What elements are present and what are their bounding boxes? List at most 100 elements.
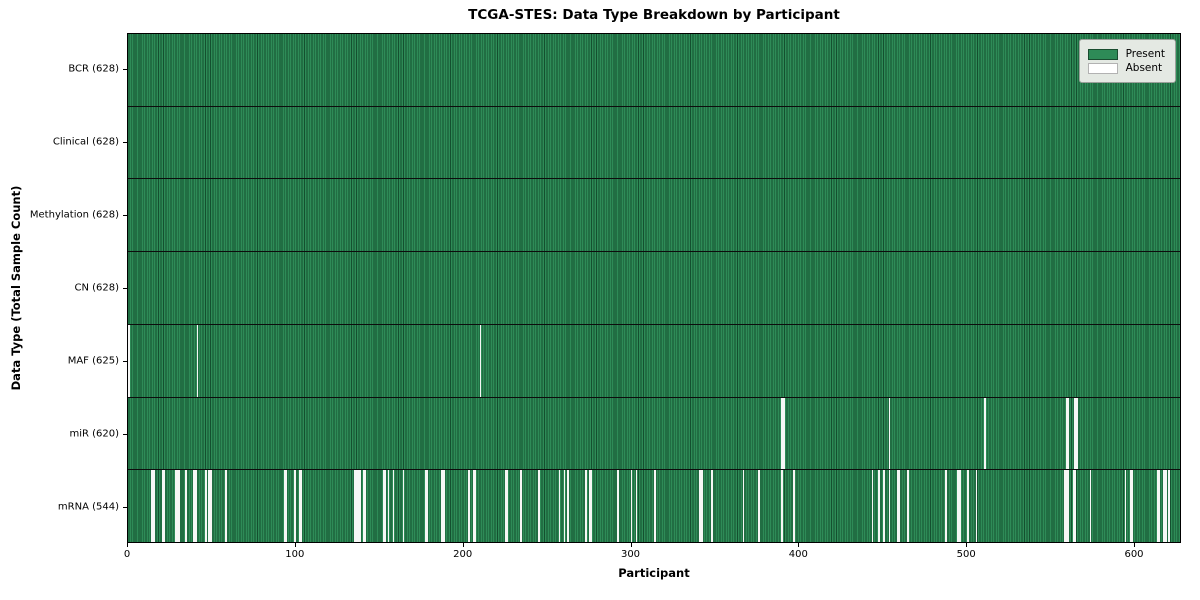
absent-stripe [1131, 470, 1134, 543]
absent-stripe [1163, 470, 1165, 543]
absent-stripe [506, 470, 509, 543]
absent-stripe [474, 470, 477, 543]
y-tick-mark [123, 215, 127, 217]
absent-stripe [975, 470, 978, 543]
absent-stripe [781, 397, 783, 470]
y-tick-label-bcr: BCR (628) [68, 63, 119, 75]
y-tick-label-clinical: Clinical (628) [52, 136, 119, 148]
absent-swatch-icon [1087, 62, 1118, 74]
x-tick-mark [127, 543, 128, 547]
x-tick-label: 300 [620, 549, 641, 560]
x-tick-label: 200 [453, 549, 473, 560]
absent-stripe [898, 470, 901, 543]
legend-present-label: Present [1125, 48, 1165, 60]
absent-stripe [1067, 397, 1070, 470]
legend-item-present: Present [1087, 48, 1165, 60]
y-tick-label-cn: CN (628) [74, 282, 119, 294]
absent-stripe [151, 470, 154, 543]
absent-stripe [566, 470, 569, 543]
legend-item-absent: Absent [1087, 62, 1165, 74]
absent-stripe [563, 470, 566, 543]
absent-stripe [193, 470, 195, 543]
absent-stripe [781, 470, 783, 543]
absent-stripe [700, 470, 703, 543]
absent-stripe [1072, 470, 1075, 543]
absent-stripe [357, 470, 360, 543]
present-swatch-icon [1087, 48, 1118, 60]
legend-absent-label: Absent [1125, 62, 1163, 74]
absent-stripe [402, 470, 405, 543]
absent-stripe [984, 397, 986, 470]
absent-stripe [888, 470, 891, 543]
absent-stripe [1164, 470, 1167, 543]
absent-stripe [504, 470, 507, 543]
y-tick-mark [123, 69, 127, 71]
absent-stripe [558, 470, 561, 543]
absent-stripe [1076, 397, 1078, 470]
y-tick-label-methylation: Methylation (628) [29, 209, 119, 221]
x-tick-label: 500 [956, 549, 976, 560]
absent-stripe [585, 470, 587, 543]
x-axis-label: Participant [618, 566, 690, 580]
absent-stripe [359, 470, 361, 543]
absent-stripe [757, 470, 760, 543]
absent-stripe [1129, 470, 1132, 543]
x-tick-label: 0 [123, 549, 131, 560]
absent-stripe [896, 470, 899, 543]
absent-stripe [699, 470, 701, 543]
absent-stripe [871, 470, 874, 543]
absent-stripe [1158, 470, 1160, 543]
absent-stripe [630, 470, 633, 543]
row-mir [128, 397, 1180, 471]
absent-stripe [519, 470, 522, 543]
y-tick-mark [123, 433, 127, 435]
absent-stripe [883, 470, 886, 543]
absent-stripe [742, 470, 745, 543]
row-methylation [128, 179, 1180, 253]
row-maf [128, 324, 1180, 398]
absent-stripe [654, 470, 656, 543]
absent-stripe [362, 470, 365, 543]
absent-stripe [174, 470, 177, 543]
absent-stripe [710, 470, 713, 543]
legend: Present Absent [1078, 39, 1176, 83]
absent-stripe [225, 470, 227, 543]
absent-stripe [590, 470, 593, 543]
absent-stripe [441, 470, 443, 543]
row-cn [128, 252, 1180, 325]
absent-stripe [1074, 397, 1077, 470]
absent-stripe [1067, 470, 1070, 543]
absent-stripe [442, 470, 445, 543]
absent-stripe [176, 470, 179, 543]
absent-stripe [163, 470, 165, 543]
x-tick-mark [798, 543, 800, 547]
y-tick-label-mir: miR (620) [69, 428, 119, 440]
x-tick-label: 600 [1124, 549, 1144, 560]
absent-stripe [1168, 470, 1170, 543]
x-tick-label: 100 [285, 549, 305, 560]
absent-stripe [161, 470, 164, 543]
row-clinical [128, 106, 1180, 180]
absent-stripe [957, 470, 959, 543]
absent-stripe [285, 470, 288, 543]
absent-stripe [354, 470, 356, 543]
absent-stripe [468, 470, 470, 543]
absent-stripe [1156, 470, 1159, 543]
absent-stripe [387, 470, 390, 543]
absent-stripe [355, 470, 358, 543]
x-tick-mark [294, 543, 296, 547]
absent-stripe [283, 470, 286, 543]
absent-stripe [906, 470, 909, 543]
x-tick-mark [462, 543, 464, 547]
absent-stripe [153, 470, 155, 543]
absent-stripe [293, 470, 296, 543]
absent-stripe [878, 470, 881, 543]
y-tick-label-maf: MAF (625) [67, 355, 119, 367]
y-tick-mark [123, 506, 127, 508]
absent-stripe [178, 470, 180, 543]
absent-stripe [945, 470, 948, 543]
absent-stripe [128, 324, 130, 397]
absent-stripe [888, 397, 891, 470]
absent-stripe [1089, 470, 1092, 543]
x-tick-label: 400 [788, 549, 808, 560]
